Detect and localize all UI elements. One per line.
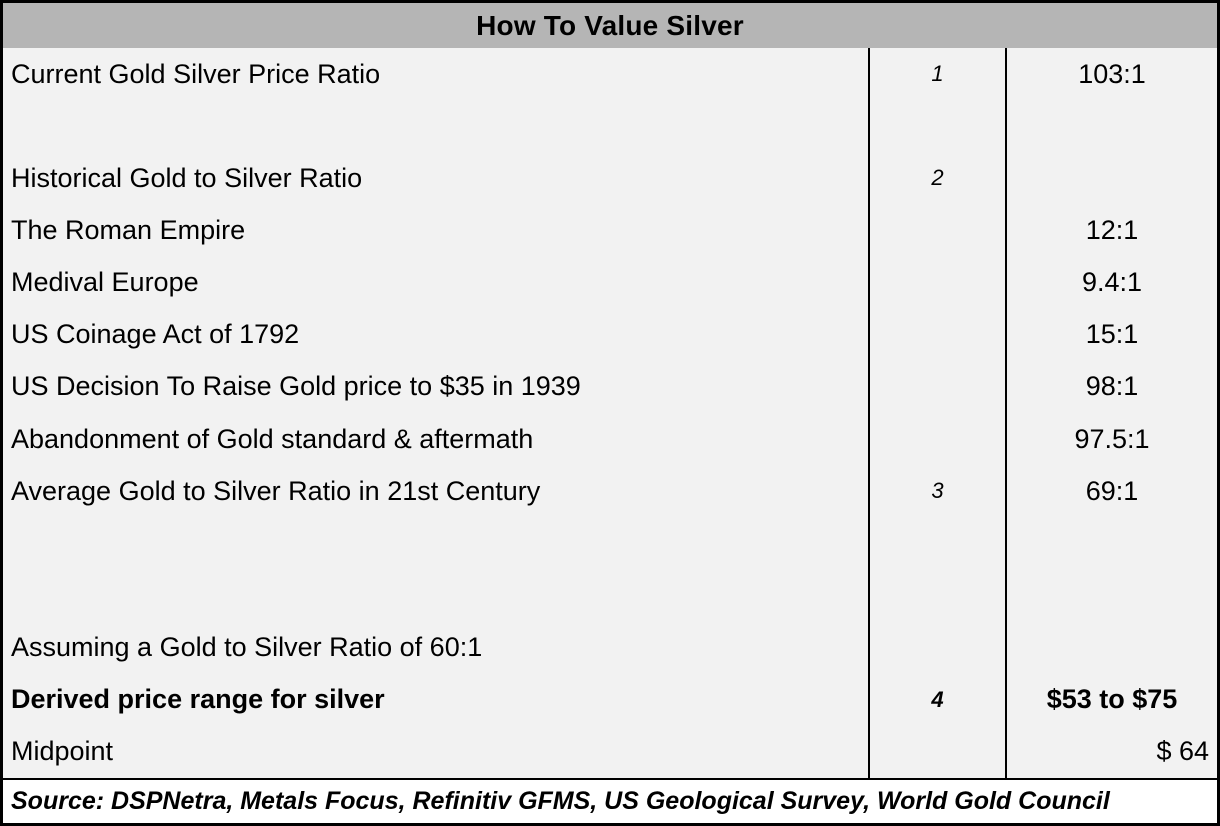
source-note: Source: DSPNetra, Metals Focus, Refiniti… — [3, 778, 1217, 823]
row-note — [868, 621, 1005, 674]
row-label: Abandonment of Gold standard & aftermath — [11, 423, 534, 454]
row-value: $ 64 — [1005, 725, 1217, 778]
row-label: US Decision To Raise Gold price to $35 i… — [11, 371, 581, 402]
row-value — [1005, 621, 1217, 674]
table-row: Abandonment of Gold standard & aftermath… — [3, 412, 1217, 466]
table-row: Average Gold to Silver Ratio in 21st Cen… — [3, 465, 1217, 518]
row-label: Midpoint — [11, 736, 114, 767]
table-title: How To Value Silver — [3, 3, 1217, 48]
row-note — [868, 308, 1005, 361]
table-row: Historical Gold to Silver Ratio 2 — [3, 152, 1217, 205]
table-row-blank — [3, 569, 1217, 622]
table-row-blank — [3, 517, 1217, 570]
row-label — [3, 569, 868, 621]
table-row: US Coinage Act of 1792 15:1 — [3, 308, 1217, 361]
row-note: 4 — [868, 673, 1005, 726]
row-label — [3, 517, 868, 569]
row-note: 2 — [868, 152, 1005, 205]
row-value: 97.5:1 — [1005, 412, 1217, 466]
table-row: Assuming a Gold to Silver Ratio of 60:1 — [3, 621, 1217, 674]
row-note — [868, 256, 1005, 309]
row-value: 15:1 — [1005, 308, 1217, 361]
table-row: US Decision To Raise Gold price to $35 i… — [3, 360, 1217, 413]
row-note — [868, 204, 1005, 257]
row-note — [868, 360, 1005, 413]
row-value: 103:1 — [1005, 48, 1217, 101]
row-note — [868, 100, 1005, 153]
row-label: Average Gold to Silver Ratio in 21st Cen… — [11, 475, 541, 506]
table-row: Midpoint $ 64 — [3, 725, 1217, 778]
table-row: The Roman Empire 12:1 — [3, 204, 1217, 257]
row-note: 1 — [868, 48, 1005, 101]
row-value: 9.4:1 — [1005, 256, 1217, 309]
row-note — [868, 412, 1005, 466]
row-note: 3 — [868, 465, 1005, 518]
row-label: Historical Gold to Silver Ratio — [11, 162, 363, 193]
row-value: 69:1 — [1005, 465, 1217, 518]
table-row-blank — [3, 100, 1217, 153]
row-value — [1005, 152, 1217, 205]
row-label: Derived price range for silver — [11, 684, 385, 715]
table-body: Current Gold Silver Price Ratio 1 103:1 … — [3, 48, 1217, 778]
row-value: 98:1 — [1005, 360, 1217, 413]
row-value — [1005, 569, 1217, 622]
row-note — [868, 517, 1005, 570]
row-value: $53 to $75 — [1005, 673, 1217, 726]
row-label: Current Gold Silver Price Ratio — [11, 58, 381, 89]
table-row: Derived price range for silver 4 $53 to … — [3, 673, 1217, 726]
row-value: 12:1 — [1005, 204, 1217, 257]
table-row: Medival Europe 9.4:1 — [3, 256, 1217, 309]
row-note — [868, 569, 1005, 622]
table-row: Current Gold Silver Price Ratio 1 103:1 — [3, 48, 1217, 101]
row-label: Assuming a Gold to Silver Ratio of 60:1 — [11, 632, 483, 663]
row-label: US Coinage Act of 1792 — [11, 319, 300, 350]
row-label — [3, 100, 868, 152]
row-value — [1005, 100, 1217, 153]
row-label: The Roman Empire — [11, 214, 246, 245]
row-note — [868, 725, 1005, 778]
row-value — [1005, 517, 1217, 570]
row-label: Medival Europe — [11, 267, 199, 298]
